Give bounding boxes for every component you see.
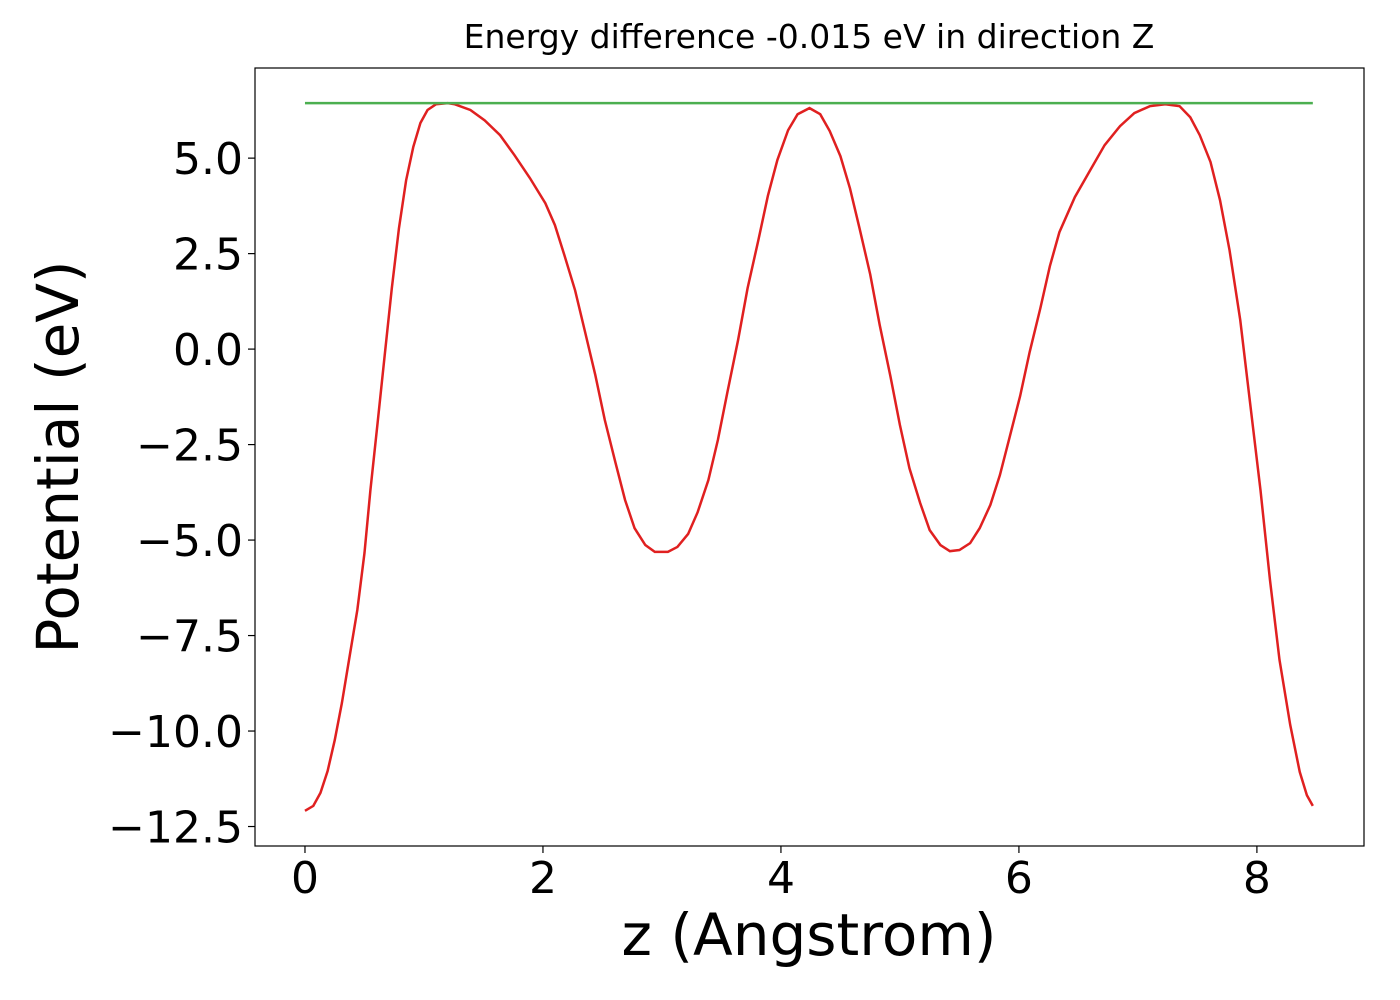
x-axis-label: z (Angstrom)	[622, 901, 997, 969]
x-tick-label: 6	[1005, 853, 1033, 904]
x-tick-label: 2	[529, 853, 557, 904]
y-tick-label: 5.0	[173, 134, 243, 185]
y-tick-label: 2.5	[173, 230, 243, 281]
plot-frame	[254, 67, 1365, 847]
chart-title: Energy difference -0.015 eV in direction…	[464, 17, 1155, 56]
x-tick-label: 4	[767, 853, 795, 904]
y-tick-label: −10.0	[108, 707, 243, 758]
y-tick-label: −2.5	[136, 421, 243, 472]
y-axis-label: Potential (eV)	[24, 260, 92, 653]
x-tick-label: 8	[1243, 853, 1271, 904]
y-tick-label: −7.5	[136, 612, 243, 663]
y-tick-label: −12.5	[108, 803, 243, 854]
y-tick-label: 0.0	[173, 325, 243, 376]
y-tick-label: −5.0	[136, 516, 243, 567]
data-line	[304, 101, 1314, 812]
x-tick-label: 0	[291, 853, 319, 904]
